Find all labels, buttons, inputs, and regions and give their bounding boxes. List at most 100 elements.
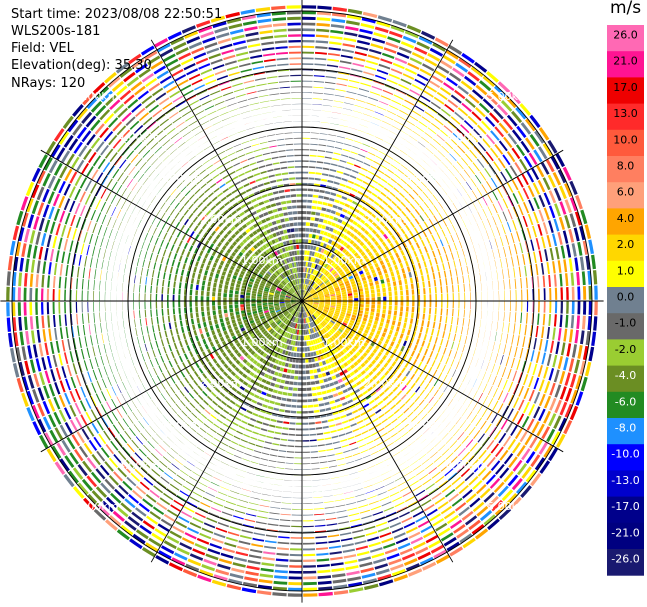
velocity-cell: [377, 491, 387, 496]
velocity-cell: [320, 284, 326, 289]
velocity-cell: [332, 204, 338, 209]
velocity-cell: [440, 129, 449, 138]
velocity-cell: [471, 111, 482, 122]
velocity-cell: [303, 542, 315, 545]
velocity-cell: [452, 165, 460, 173]
velocity-cell: [319, 302, 325, 305]
velocity-cell: [165, 390, 171, 397]
velocity-cell: [323, 354, 328, 359]
velocity-cell: [242, 330, 247, 335]
velocity-cell: [313, 369, 318, 374]
velocity-cell: [448, 137, 458, 146]
velocity-cell: [422, 428, 430, 435]
velocity-cell: [329, 308, 335, 312]
velocity-cell: [312, 294, 318, 297]
velocity-cell: [319, 273, 324, 279]
velocity-cell: [312, 200, 318, 204]
velocity-cell: [371, 552, 385, 559]
velocity-cell: [392, 226, 398, 233]
velocity-cell: [574, 211, 582, 226]
velocity-cell: [544, 381, 551, 394]
velocity-cell: [95, 258, 99, 269]
velocity-cell: [189, 307, 193, 313]
velocity-cell: [137, 374, 142, 383]
velocity-cell: [376, 69, 389, 75]
velocity-cell: [239, 355, 245, 361]
velocity-cell: [350, 280, 356, 285]
velocity-cell: [358, 468, 367, 472]
velocity-cell: [260, 499, 271, 502]
velocity-cell: [371, 450, 379, 455]
velocity-cell: [515, 289, 517, 301]
velocity-cell: [383, 296, 387, 301]
velocity-cell: [141, 383, 147, 391]
velocity-cell: [203, 437, 211, 443]
velocity-cell: [347, 272, 352, 278]
velocity-cell: [382, 309, 386, 314]
velocity-cell: [338, 328, 343, 333]
velocity-cell: [345, 282, 351, 287]
velocity-cell: [200, 306, 204, 312]
velocity-cell: [368, 445, 377, 450]
velocity-cell: [243, 483, 253, 486]
velocity-cell: [333, 368, 338, 373]
velocity-cell: [419, 389, 425, 397]
velocity-cell: [135, 266, 138, 275]
velocity-cell: [433, 425, 440, 432]
velocity-cell: [339, 159, 347, 163]
velocity-cell: [535, 351, 541, 364]
velocity-cell: [365, 394, 372, 400]
velocity-cell: [406, 266, 411, 272]
velocity-cell: [360, 23, 375, 29]
velocity-cell: [353, 488, 363, 492]
velocity-cell: [312, 485, 322, 487]
velocity-cell: [259, 433, 266, 437]
velocity-cell: [278, 313, 284, 318]
velocity-cell: [529, 114, 541, 129]
velocity-cell: [486, 410, 493, 421]
velocity-cell: [54, 327, 58, 340]
velocity-cell: [342, 322, 348, 327]
velocity-cell: [236, 430, 243, 435]
velocity-cell: [412, 236, 417, 243]
velocity-cell: [343, 425, 351, 430]
velocity-cell: [183, 420, 190, 427]
velocity-cell: [431, 75, 444, 84]
velocity-cell: [365, 421, 373, 427]
velocity-cell: [500, 171, 508, 182]
velocity-cell: [472, 390, 478, 399]
velocity-cell: [459, 420, 467, 429]
velocity-cell: [410, 244, 415, 251]
velocity-cell: [344, 215, 350, 221]
velocity-cell: [174, 443, 182, 450]
velocity-cell: [356, 318, 361, 323]
velocity-cell: [313, 299, 319, 301]
velocity-cell: [330, 476, 340, 479]
velocity-cell: [313, 326, 318, 332]
velocity-cell: [113, 454, 123, 464]
velocity-cell: [268, 375, 273, 380]
velocity-cell: [327, 285, 333, 290]
velocity-cell: [282, 491, 292, 493]
velocity-cell: [46, 355, 52, 369]
velocity-cell: [512, 442, 521, 454]
velocity-cell: [249, 417, 257, 422]
velocity-cell: [173, 342, 178, 350]
velocity-cell: [568, 358, 575, 372]
velocity-cell: [306, 216, 311, 221]
velocity-cell: [315, 380, 320, 385]
velocity-cell: [392, 19, 407, 28]
velocity-cell: [240, 307, 245, 311]
velocity-cell: [252, 537, 265, 542]
velocity-cell: [559, 386, 567, 400]
velocity-cell: [264, 482, 273, 485]
velocity-cell: [313, 508, 324, 510]
velocity-cell: [355, 264, 361, 269]
velocity-cell: [228, 413, 236, 418]
velocity-cell: [21, 392, 29, 407]
velocity-cell: [234, 339, 239, 344]
velocity-cell: [29, 230, 36, 244]
velocity-cell: [464, 292, 466, 301]
velocity-cell: [251, 303, 256, 307]
